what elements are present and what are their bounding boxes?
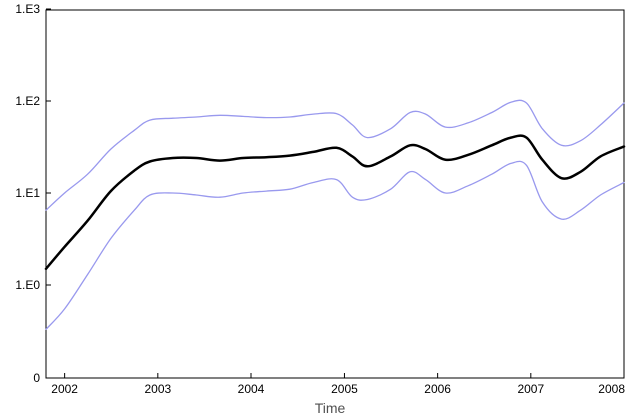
series-group [44,99,626,330]
x-tick-label: 2006 [424,382,451,396]
y-tick-label: 1.E3 [15,2,40,16]
estimate-line [44,134,626,271]
y-tick-label-zero: 0 [33,371,40,385]
y-axis: 1.E0 1.E1 1.E2 1.E3 0 [15,2,51,385]
y-tick-label: 1.E1 [15,186,40,200]
x-tick-label: 2007 [517,382,544,396]
lower-bound-line [45,160,625,330]
x-tick-label: 2008 [598,382,625,396]
x-axis: 2002 2003 2004 2005 2006 2007 2008 [51,373,625,396]
x-tick-label: 2004 [238,382,265,396]
plot-frame [45,9,625,379]
x-tick-label: 2005 [331,382,358,396]
x-tick-label: 2002 [51,382,78,396]
upper-bound-line [45,99,625,211]
x-tick-label: 2003 [144,382,171,396]
x-axis-title: Time [315,400,346,416]
y-tick-label: 1.E2 [15,94,40,108]
y-tick-label: 1.E0 [15,278,40,292]
